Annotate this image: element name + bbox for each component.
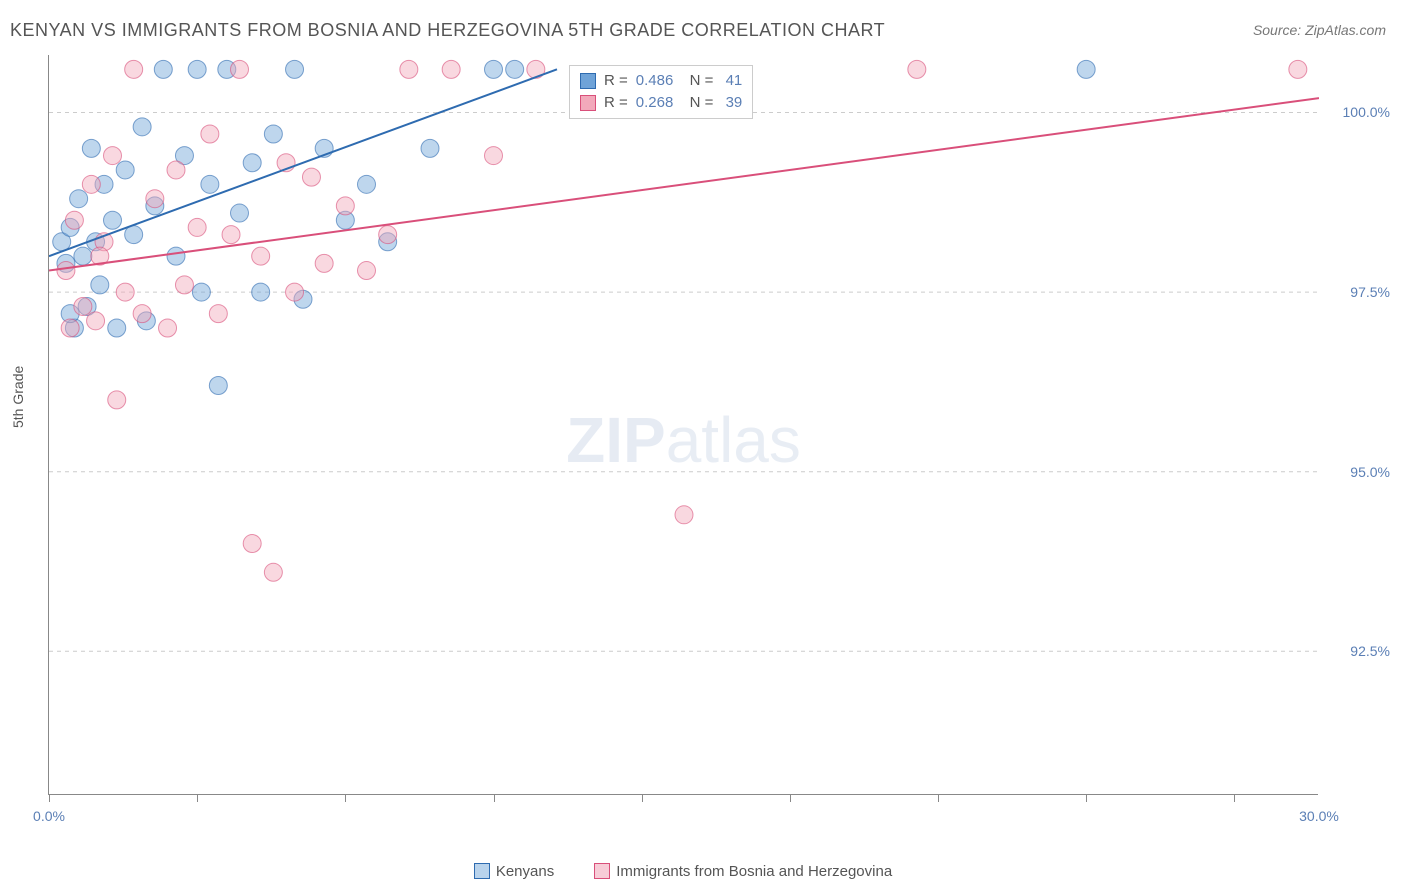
data-point bbox=[108, 319, 126, 337]
data-point bbox=[74, 247, 92, 265]
data-point bbox=[421, 139, 439, 157]
data-point bbox=[231, 204, 249, 222]
data-point bbox=[442, 60, 460, 78]
data-point bbox=[125, 60, 143, 78]
r-value: 0.486 bbox=[636, 70, 674, 92]
data-point bbox=[104, 211, 122, 229]
correlation-legend: R = 0.486 N = 41 R = 0.268 N = 39 bbox=[569, 65, 753, 119]
data-point bbox=[175, 276, 193, 294]
data-point bbox=[133, 305, 151, 323]
data-point bbox=[87, 312, 105, 330]
data-point bbox=[154, 60, 172, 78]
data-point bbox=[358, 175, 376, 193]
data-point bbox=[104, 147, 122, 165]
data-point bbox=[116, 161, 134, 179]
data-point bbox=[286, 283, 304, 301]
data-point bbox=[379, 226, 397, 244]
legend-label: Immigrants from Bosnia and Herzegovina bbox=[616, 863, 892, 880]
data-point bbox=[188, 60, 206, 78]
legend-row: R = 0.268 N = 39 bbox=[580, 92, 742, 114]
data-point bbox=[91, 276, 109, 294]
data-point bbox=[74, 297, 92, 315]
data-point bbox=[1077, 60, 1095, 78]
legend-bottom: Kenyans Immigrants from Bosnia and Herzeg… bbox=[0, 863, 1406, 880]
y-tick-label: 100.0% bbox=[1343, 104, 1390, 120]
x-tick bbox=[938, 794, 939, 802]
data-point bbox=[1289, 60, 1307, 78]
data-point bbox=[188, 218, 206, 236]
data-point bbox=[167, 161, 185, 179]
x-tick-label: 0.0% bbox=[33, 808, 65, 824]
data-point bbox=[264, 563, 282, 581]
data-point bbox=[201, 175, 219, 193]
plot-area: ZIPatlas R = 0.486 N = 41 R = 0.268 N = … bbox=[48, 55, 1318, 795]
data-point bbox=[231, 60, 249, 78]
data-point bbox=[209, 376, 227, 394]
data-point bbox=[201, 125, 219, 143]
x-tick bbox=[1234, 794, 1235, 802]
r-value: 0.268 bbox=[636, 92, 674, 114]
y-tick-label: 95.0% bbox=[1350, 464, 1390, 480]
data-point bbox=[485, 60, 503, 78]
data-point bbox=[222, 226, 240, 244]
regression-line bbox=[49, 98, 1319, 270]
r-label: R = bbox=[604, 70, 628, 92]
data-point bbox=[908, 60, 926, 78]
data-point bbox=[252, 247, 270, 265]
data-point bbox=[209, 305, 227, 323]
x-tick-label: 30.0% bbox=[1299, 808, 1339, 824]
data-point bbox=[167, 247, 185, 265]
y-tick-label: 97.5% bbox=[1350, 284, 1390, 300]
n-value: 39 bbox=[721, 92, 742, 114]
x-tick bbox=[49, 794, 50, 802]
legend-swatch bbox=[474, 863, 490, 879]
source-label: Source: ZipAtlas.com bbox=[1253, 22, 1386, 38]
data-point bbox=[252, 283, 270, 301]
data-point bbox=[57, 262, 75, 280]
x-tick bbox=[494, 794, 495, 802]
data-point bbox=[400, 60, 418, 78]
data-point bbox=[315, 254, 333, 272]
chart-title: KENYAN VS IMMIGRANTS FROM BOSNIA AND HER… bbox=[10, 20, 885, 41]
legend-swatch-icon bbox=[580, 95, 596, 111]
data-point bbox=[192, 283, 210, 301]
data-point bbox=[485, 147, 503, 165]
y-tick-label: 92.5% bbox=[1350, 643, 1390, 659]
data-point bbox=[243, 535, 261, 553]
data-point bbox=[133, 118, 151, 136]
data-point bbox=[243, 154, 261, 172]
data-point bbox=[506, 60, 524, 78]
data-point bbox=[65, 211, 83, 229]
data-point bbox=[82, 139, 100, 157]
data-point bbox=[82, 175, 100, 193]
x-tick bbox=[197, 794, 198, 802]
x-tick bbox=[345, 794, 346, 802]
data-point bbox=[336, 197, 354, 215]
legend-row: R = 0.486 N = 41 bbox=[580, 70, 742, 92]
data-point bbox=[61, 319, 79, 337]
n-label: N = bbox=[681, 92, 713, 114]
x-tick bbox=[642, 794, 643, 802]
n-label: N = bbox=[681, 70, 713, 92]
scatter-svg bbox=[49, 55, 1319, 795]
legend-label: Kenyans bbox=[496, 863, 554, 880]
data-point bbox=[264, 125, 282, 143]
data-point bbox=[358, 262, 376, 280]
data-point bbox=[146, 190, 164, 208]
data-point bbox=[159, 319, 177, 337]
n-value: 41 bbox=[721, 70, 742, 92]
data-point bbox=[108, 391, 126, 409]
data-point bbox=[302, 168, 320, 186]
data-point bbox=[675, 506, 693, 524]
data-point bbox=[116, 283, 134, 301]
y-axis-label: 5th Grade bbox=[10, 366, 26, 428]
x-tick bbox=[790, 794, 791, 802]
legend-swatch-icon bbox=[580, 73, 596, 89]
data-point bbox=[286, 60, 304, 78]
x-tick bbox=[1086, 794, 1087, 802]
legend-swatch bbox=[594, 863, 610, 879]
data-point bbox=[70, 190, 88, 208]
r-label: R = bbox=[604, 92, 628, 114]
